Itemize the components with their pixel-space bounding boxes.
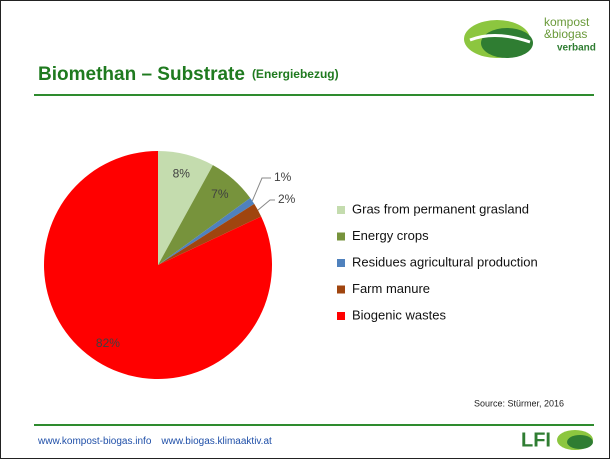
footer-logo-text: LFI <box>521 429 551 451</box>
logo-swoosh <box>469 34 531 44</box>
slice-label: 2% <box>278 192 296 206</box>
slide-title: Biomethan – Substrate (Energiebezug) <box>38 64 339 85</box>
pie-slice <box>158 165 251 265</box>
legend: Gras from permanent grasland Energy crops… <box>337 201 538 322</box>
link: www.biogas.klimaaktiv.at <box>160 436 272 447</box>
legend-label: Farm manure <box>352 281 430 296</box>
logo-text: kompost <box>544 15 590 29</box>
legend-swatch <box>337 259 345 267</box>
link: www.kompost-biogas.info <box>37 436 152 447</box>
legend-label: Energy crops <box>352 228 429 243</box>
logo-text: &biogas <box>544 27 587 41</box>
footer-rule <box>34 424 594 426</box>
source: Source: Stürmer, 2016 <box>474 398 564 408</box>
footer-leaf-dark <box>567 435 593 449</box>
legend-swatch <box>337 312 345 320</box>
pie: 8% 7% 1% 2% 82% <box>44 151 296 379</box>
legend-swatch <box>337 285 345 294</box>
legend-label: Gras from permanent grasland <box>352 201 529 216</box>
legend-swatch <box>337 206 345 214</box>
leader-line <box>251 177 271 202</box>
slice-label: 1% <box>274 170 292 184</box>
leader-line <box>257 199 275 211</box>
slice-label: 82% <box>96 336 120 350</box>
slice-label: 7% <box>211 187 229 201</box>
pie-slice <box>158 203 262 265</box>
logo: kompost &biogas verband <box>464 15 596 58</box>
legend-label: Biogenic wastes <box>352 307 446 322</box>
pie-slice <box>158 151 213 265</box>
pie-slice <box>158 197 255 265</box>
subtitle: (Energiebezug) <box>252 67 339 81</box>
logo-leaf-dark <box>481 28 533 58</box>
footer-logo: LFI <box>521 429 593 451</box>
legend-label: Residues agricultural production <box>352 254 538 269</box>
footer-links: www.kompost-biogas.info www.biogas.klimaa… <box>37 436 272 447</box>
legend-swatch <box>337 232 345 241</box>
title-rule <box>34 94 594 96</box>
slice-label: 8% <box>173 167 191 181</box>
pie-slice <box>44 151 273 379</box>
title: Biomethan – Substrate <box>38 64 245 85</box>
logo-text: verband <box>557 43 596 54</box>
